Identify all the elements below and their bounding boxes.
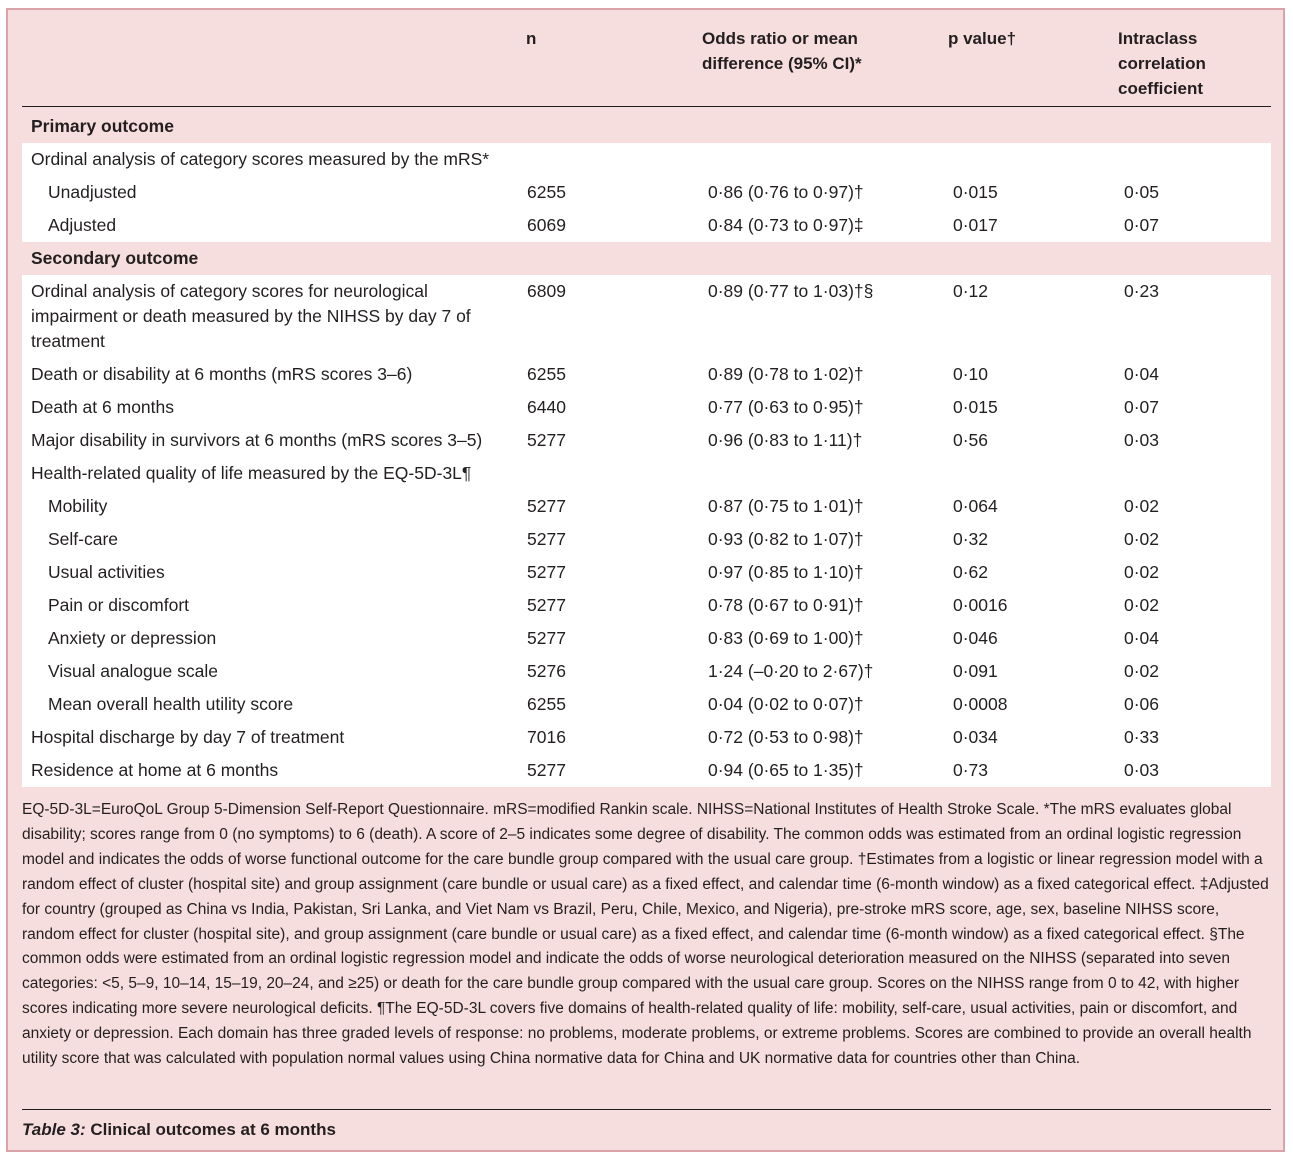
row-label: Death or disability at 6 months (mRS sco… — [31, 364, 413, 384]
row-label: Self-care — [48, 529, 119, 549]
row-label: Ordinal analysis of category scores for … — [31, 281, 471, 351]
header-n: n — [526, 29, 537, 48]
caption-title: Clinical outcomes at 6 months — [85, 1120, 336, 1139]
primary-band — [22, 143, 1271, 242]
cell-p: 0·73 — [953, 760, 989, 780]
cell-n: 6069 — [527, 215, 566, 235]
cell-icc: 0·04 — [1124, 628, 1160, 648]
cell-p: 0·034 — [953, 727, 998, 747]
cell-icc: 0·04 — [1124, 364, 1160, 384]
cell-icc: 0·23 — [1124, 281, 1160, 301]
cell-n: 5277 — [527, 562, 566, 582]
cell-n: 5277 — [527, 496, 566, 516]
cell-p: 0·017 — [953, 215, 998, 235]
cell-p: 0·015 — [953, 397, 998, 417]
cell-n: 7016 — [527, 727, 566, 747]
cell-or: 0·94 (0·65 to 1·35)† — [708, 760, 864, 780]
cell-n: 5277 — [527, 760, 566, 780]
cell-icc: 0·33 — [1124, 727, 1160, 747]
cell-or: 0·97 (0·85 to 1·10)† — [708, 562, 864, 582]
table-footnote: EQ-5D-3L=EuroQoL Group 5-Dimension Self-… — [22, 801, 1269, 1068]
cell-icc: 0·05 — [1124, 182, 1160, 202]
cell-icc: 0·06 — [1124, 694, 1160, 714]
cell-p: 0·10 — [953, 364, 989, 384]
row-label: Residence at home at 6 months — [31, 760, 279, 780]
cell-n: 6809 — [527, 281, 566, 301]
cell-or: 0·83 (0·69 to 1·00)† — [708, 628, 864, 648]
header-p: p value† — [948, 29, 1017, 48]
cell-p: 0·0016 — [953, 595, 1008, 615]
row-label: Unadjusted — [48, 182, 137, 202]
row-label: Anxiety or depression — [48, 628, 217, 648]
cell-n: 5277 — [527, 628, 566, 648]
row-label: Adjusted — [48, 215, 117, 235]
row-label: Ordinal analysis of category scores meas… — [31, 149, 490, 169]
row-label: Hospital discharge by day 7 of treatment — [31, 727, 345, 747]
cell-or: 0·93 (0·82 to 1·07)† — [708, 529, 864, 549]
cell-p: 0·091 — [953, 661, 998, 681]
cell-p: 0·046 — [953, 628, 998, 648]
cell-p: 0·12 — [953, 281, 989, 301]
header-or-line1: Odds ratio or mean — [702, 29, 858, 48]
cell-icc: 0·02 — [1124, 595, 1160, 615]
cell-n: 5277 — [527, 430, 566, 450]
cell-icc: 0·02 — [1124, 529, 1160, 549]
cell-n: 5276 — [527, 661, 566, 681]
cell-or: 0·84 (0·73 to 0·97)‡ — [708, 215, 864, 235]
row-label: Secondary outcome — [31, 248, 199, 268]
row-label: Major disability in survivors at 6 month… — [31, 430, 483, 450]
cell-n: 6255 — [527, 364, 566, 384]
cell-p: 0·32 — [953, 529, 989, 549]
cell-icc: 0·03 — [1124, 760, 1160, 780]
cell-or: 1·24 (–0·20 to 2·67)† — [708, 661, 874, 681]
cell-or: 0·89 (0·78 to 1·02)† — [708, 364, 864, 384]
secondary-band — [22, 275, 1271, 787]
cell-icc: 0·02 — [1124, 496, 1160, 516]
row-label: Usual activities — [48, 562, 165, 582]
cell-or: 0·78 (0·67 to 0·91)† — [708, 595, 864, 615]
cell-p: 0·56 — [953, 430, 989, 450]
header-icc-line3: coefficient — [1118, 79, 1204, 98]
header-rule — [22, 106, 1271, 107]
row-label: Mobility — [48, 496, 108, 516]
row-label: Health-related quality of life measured … — [31, 463, 472, 483]
caption-rule — [22, 1109, 1271, 1110]
cell-n: 6255 — [527, 694, 566, 714]
cell-p: 0·0008 — [953, 694, 1008, 714]
cell-icc: 0·07 — [1124, 397, 1160, 417]
cell-or: 0·77 (0·63 to 0·95)† — [708, 397, 864, 417]
row-label: Visual analogue scale — [48, 661, 218, 681]
cell-icc: 0·02 — [1124, 661, 1160, 681]
cell-p: 0·064 — [953, 496, 998, 516]
cell-n: 6255 — [527, 182, 566, 202]
cell-n: 5277 — [527, 595, 566, 615]
cell-p: 0·015 — [953, 182, 998, 202]
header-or-line2: difference (95% CI)* — [702, 54, 862, 73]
table-panel: n Odds ratio or mean difference (95% CI)… — [6, 8, 1285, 1152]
table-caption: Table 3: Clinical outcomes at 6 months — [22, 1117, 336, 1142]
cell-p: 0·62 — [953, 562, 989, 582]
cell-icc: 0·07 — [1124, 215, 1160, 235]
cell-or: 0·86 (0·76 to 0·97)† — [708, 182, 864, 202]
cell-or: 0·96 (0·83 to 1·11)† — [708, 430, 863, 450]
cell-icc: 0·03 — [1124, 430, 1160, 450]
cell-n: 6440 — [527, 397, 566, 417]
cell-or: 0·72 (0·53 to 0·98)† — [708, 727, 864, 747]
row-label: Death at 6 months — [31, 397, 174, 417]
row-label: Primary outcome — [31, 116, 174, 136]
row-label: Mean overall health utility score — [48, 694, 294, 714]
header-icc-line1: Intraclass — [1118, 29, 1198, 48]
cell-or: 0·87 (0·75 to 1·01)† — [708, 496, 864, 516]
row-label: Pain or discomfort — [48, 595, 190, 615]
header-icc-line2: correlation — [1118, 54, 1206, 73]
cell-icc: 0·02 — [1124, 562, 1160, 582]
cell-or: 0·89 (0·77 to 1·03)†§ — [708, 281, 874, 301]
cell-or: 0·04 (0·02 to 0·07)† — [708, 694, 864, 714]
caption-label: Table 3: — [22, 1120, 86, 1139]
cell-n: 5277 — [527, 529, 566, 549]
